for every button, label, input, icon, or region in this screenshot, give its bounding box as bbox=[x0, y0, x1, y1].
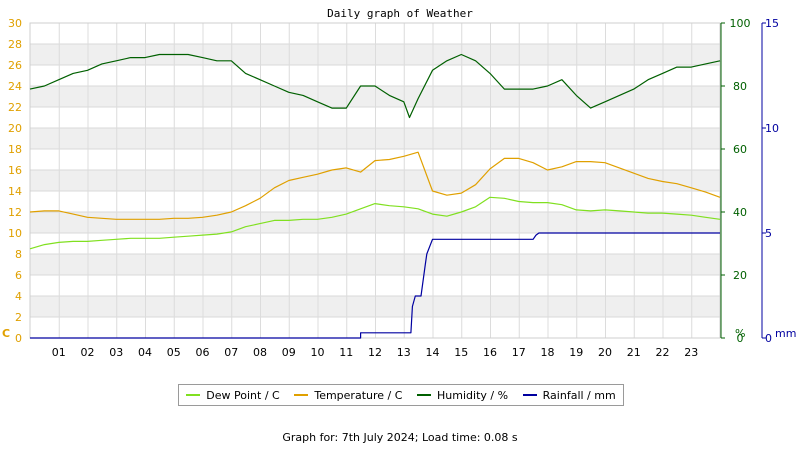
x-tick-label: 11 bbox=[339, 346, 353, 359]
x-tick-label: 12 bbox=[368, 346, 382, 359]
y-tick-label-temp: 6 bbox=[15, 269, 22, 282]
y-tick-label-temp: 0 bbox=[15, 332, 22, 345]
y-tick-label-temp: 30 bbox=[8, 17, 22, 30]
y-tick-label-temp: 8 bbox=[15, 248, 22, 261]
y-tick-label-humidity: 80 bbox=[733, 80, 747, 93]
x-tick-label: 16 bbox=[483, 346, 497, 359]
legend: Dew Point / C Temperature / C Humidity /… bbox=[178, 384, 624, 406]
x-tick-label: 09 bbox=[282, 346, 296, 359]
plot-frame bbox=[29, 22, 721, 339]
x-tick-label: 23 bbox=[684, 346, 698, 359]
series-line-humidity bbox=[29, 53, 721, 119]
legend-swatch-temperature bbox=[294, 394, 309, 396]
y-tick-label-temp: 24 bbox=[8, 80, 22, 93]
y-tick-label-temp: 28 bbox=[8, 38, 22, 51]
x-tick-label: 22 bbox=[656, 346, 670, 359]
legend-swatch-dew-point bbox=[186, 394, 201, 396]
chart-title: Daily graph of Weather bbox=[327, 7, 473, 20]
x-tick-label: 19 bbox=[569, 346, 583, 359]
y-tick-label-temp: 26 bbox=[8, 59, 22, 72]
y-tick-label-temp: 10 bbox=[8, 227, 22, 240]
x-tick-label: 20 bbox=[598, 346, 612, 359]
x-tick-label: 21 bbox=[627, 346, 641, 359]
footer-text: Graph for: 7th July 2024; Load time: 0.0… bbox=[282, 431, 518, 444]
x-tick-label: 17 bbox=[512, 346, 526, 359]
y-tick-label-temp: 16 bbox=[8, 164, 22, 177]
y-tick-label-rain: 5 bbox=[765, 227, 772, 240]
y-tick-label-temp: 20 bbox=[8, 122, 22, 135]
legend-item-temperature: Temperature / C bbox=[294, 389, 402, 402]
x-tick-label: 10 bbox=[311, 346, 325, 359]
y-tick-label-humidity: 20 bbox=[733, 269, 747, 282]
y-tick-label-humidity: 40 bbox=[733, 206, 747, 219]
legend-swatch-rainfall bbox=[522, 394, 537, 396]
y-tick-label-temp: 14 bbox=[8, 185, 22, 198]
x-tick-label: 18 bbox=[541, 346, 555, 359]
x-tick-label: 13 bbox=[397, 346, 411, 359]
x-tick-label: 05 bbox=[167, 346, 181, 359]
y-tick-label-humidity: 60 bbox=[733, 143, 747, 156]
legend-item-dew-point: Dew Point / C bbox=[186, 388, 280, 402]
series-line-dew bbox=[29, 196, 721, 250]
y-tick-label-temp: 12 bbox=[8, 206, 22, 219]
x-tick-label: 02 bbox=[81, 346, 95, 359]
x-tick-label: 01 bbox=[52, 346, 66, 359]
y-tick-label-temp: 18 bbox=[8, 143, 22, 156]
y-tick-label-humidity: 0 bbox=[737, 332, 744, 345]
legend-label-temperature: Temperature / C bbox=[314, 388, 403, 402]
y-tick-label-temp: 22 bbox=[8, 101, 22, 114]
series-line-temperature bbox=[29, 151, 721, 220]
x-tick-label: 15 bbox=[454, 346, 468, 359]
legend-item-rainfall: Rainfall / mm bbox=[522, 388, 616, 402]
legend-label-humidity: Humidity / % bbox=[437, 388, 509, 402]
legend-label-dew-point: Dew Point / C bbox=[206, 388, 280, 402]
legend-swatch-humidity bbox=[417, 394, 432, 396]
y-tick-label-temp: 4 bbox=[15, 290, 22, 303]
y-tick-label-rain: 15 bbox=[765, 17, 779, 30]
x-tick-label: 06 bbox=[196, 346, 210, 359]
y-tick-label-rain: 0 bbox=[765, 332, 772, 345]
y-axis-unit-temp: C bbox=[2, 327, 10, 340]
x-tick-label: 07 bbox=[224, 346, 238, 359]
y-axis-unit-rain: mm bbox=[775, 327, 796, 340]
y-axis-unit-humidity: % bbox=[735, 327, 745, 340]
y-tick-label-humidity: 100 bbox=[730, 17, 751, 30]
legend-item-humidity: Humidity / % bbox=[417, 389, 508, 402]
series-line-rainfall bbox=[30, 232, 720, 339]
x-tick-label: 14 bbox=[426, 346, 440, 359]
x-tick-label: 04 bbox=[138, 346, 152, 359]
x-tick-label: 08 bbox=[253, 346, 267, 359]
y-tick-label-rain: 10 bbox=[765, 122, 779, 135]
y-tick-label-temp: 2 bbox=[15, 311, 22, 324]
legend-label-rainfall: Rainfall / mm bbox=[542, 388, 616, 402]
x-tick-label: 03 bbox=[109, 346, 123, 359]
